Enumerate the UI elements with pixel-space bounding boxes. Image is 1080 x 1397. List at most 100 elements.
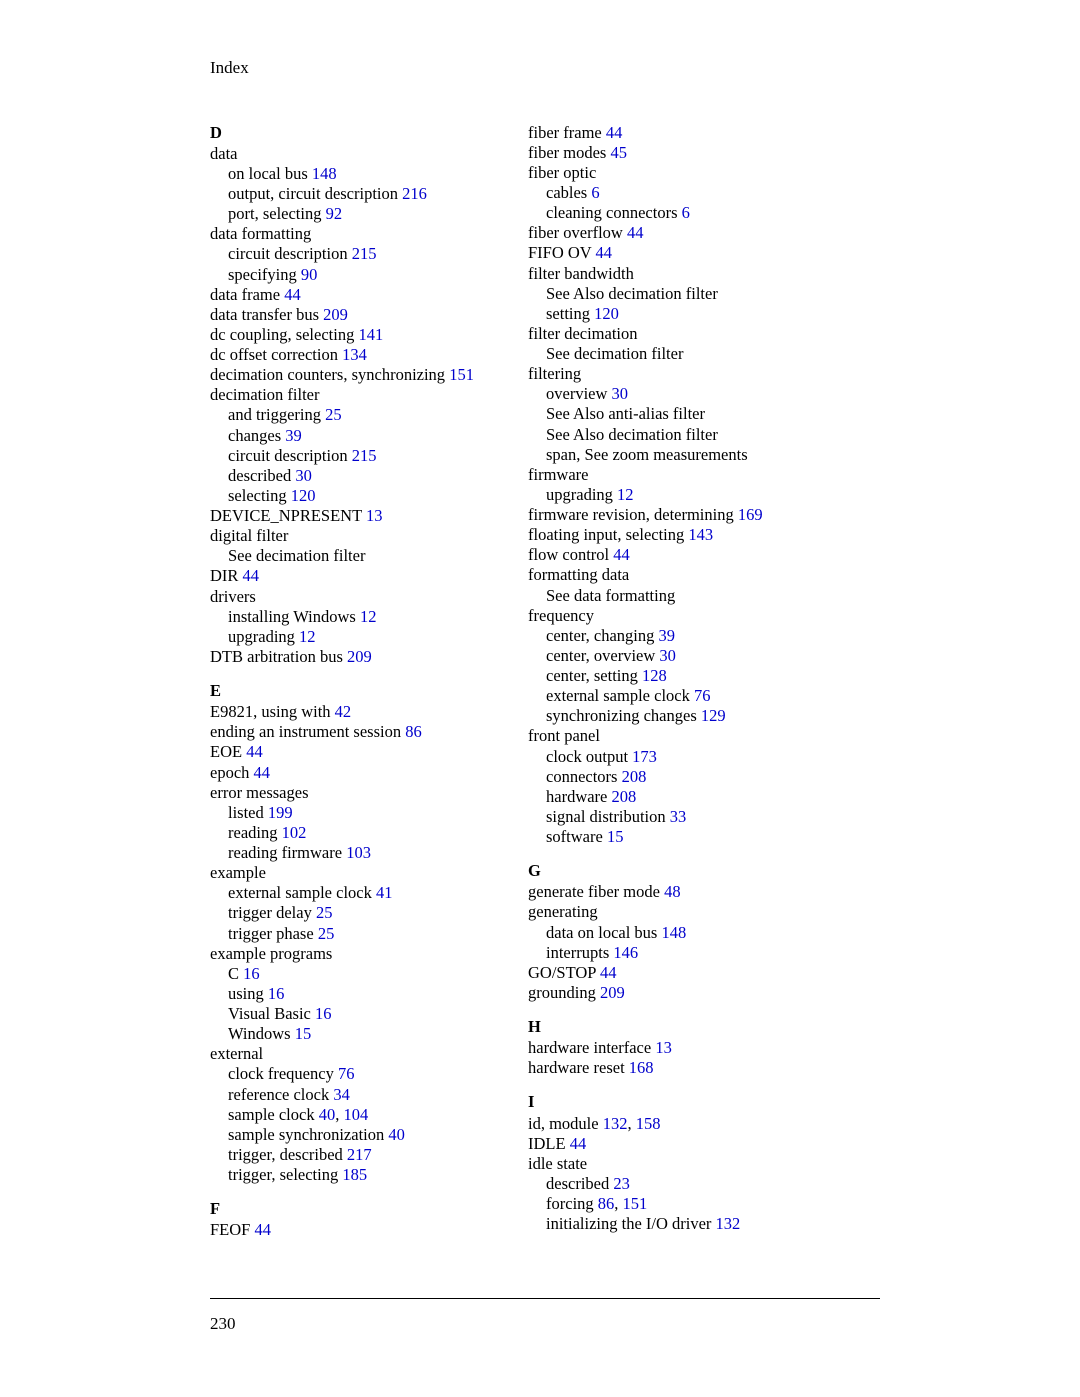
- page-ref[interactable]: 44: [254, 1220, 271, 1239]
- page-ref[interactable]: 168: [629, 1058, 654, 1077]
- page-ref[interactable]: 148: [661, 923, 686, 942]
- page-ref[interactable]: 42: [335, 702, 352, 721]
- index-entry: setting 120: [528, 304, 843, 324]
- page-ref[interactable]: 185: [342, 1165, 367, 1184]
- page-number: 230: [210, 1314, 236, 1335]
- page-ref[interactable]: 44: [570, 1134, 587, 1153]
- page-ref[interactable]: 102: [282, 823, 307, 842]
- page-ref[interactable]: 86: [405, 722, 422, 741]
- page-ref[interactable]: 12: [617, 485, 634, 504]
- index-entry: filter bandwidth: [528, 264, 843, 284]
- page-ref[interactable]: 129: [701, 706, 726, 725]
- page-ref[interactable]: 217: [347, 1145, 372, 1164]
- page-ref[interactable]: 15: [295, 1024, 312, 1043]
- page-ref[interactable]: 6: [591, 183, 599, 202]
- page-ref[interactable]: 40: [388, 1125, 405, 1144]
- page-ref[interactable]: 6: [682, 203, 690, 222]
- page-header: Index: [0, 58, 1080, 79]
- page-ref[interactable]: 146: [613, 943, 638, 962]
- index-entry: data frame 44: [210, 285, 525, 305]
- page-ref[interactable]: 134: [342, 345, 367, 364]
- page-ref[interactable]: 39: [659, 626, 676, 645]
- page-ref[interactable]: 169: [738, 505, 763, 524]
- page-ref[interactable]: 209: [600, 983, 625, 1002]
- index-entry: hardware 208: [528, 787, 843, 807]
- page-ref[interactable]: 44: [606, 123, 623, 142]
- page-ref[interactable]: 16: [243, 964, 260, 983]
- page-ref[interactable]: 209: [323, 305, 348, 324]
- index-entry: trigger, selecting 185: [210, 1165, 525, 1185]
- page-ref[interactable]: 25: [316, 903, 333, 922]
- page-ref[interactable]: 25: [318, 924, 335, 943]
- index-entry: floating input, selecting 143: [528, 525, 843, 545]
- page-ref[interactable]: 12: [360, 607, 377, 626]
- index-entry: FIFO OV 44: [528, 243, 843, 263]
- page-ref[interactable]: 120: [594, 304, 619, 323]
- page-ref[interactable]: 39: [285, 426, 302, 445]
- page-ref[interactable]: 158: [636, 1114, 661, 1133]
- index-entry: signal distribution 33: [528, 807, 843, 827]
- page-ref[interactable]: 215: [352, 244, 377, 263]
- page-ref[interactable]: 30: [659, 646, 676, 665]
- page-ref[interactable]: 13: [366, 506, 383, 525]
- page-ref[interactable]: 208: [612, 787, 637, 806]
- page-ref[interactable]: 15: [607, 827, 624, 846]
- page-ref[interactable]: 44: [627, 223, 644, 242]
- index-entry: filter decimation: [528, 324, 843, 344]
- page-ref[interactable]: 209: [347, 647, 372, 666]
- page-ref[interactable]: 25: [325, 405, 342, 424]
- page-ref[interactable]: 16: [268, 984, 285, 1003]
- page-ref[interactable]: 44: [246, 742, 263, 761]
- page-ref[interactable]: 141: [358, 325, 383, 344]
- page-ref[interactable]: 44: [284, 285, 301, 304]
- page-ref[interactable]: 48: [664, 882, 681, 901]
- page-ref[interactable]: 90: [301, 265, 318, 284]
- page-ref[interactable]: 44: [613, 545, 630, 564]
- page-ref[interactable]: 12: [299, 627, 316, 646]
- page-ref[interactable]: 45: [610, 143, 627, 162]
- page-ref[interactable]: 34: [333, 1085, 350, 1104]
- page-ref[interactable]: 76: [338, 1064, 355, 1083]
- page-ref[interactable]: 132: [603, 1114, 628, 1133]
- page-ref[interactable]: 33: [670, 807, 687, 826]
- index-entry: listed 199: [210, 803, 525, 823]
- page-ref[interactable]: 30: [295, 466, 312, 485]
- index-entry: example: [210, 863, 525, 883]
- page-ref[interactable]: 215: [352, 446, 377, 465]
- page-ref[interactable]: 120: [291, 486, 316, 505]
- page-ref[interactable]: 92: [326, 204, 343, 223]
- page-ref[interactable]: 208: [622, 767, 647, 786]
- page-ref[interactable]: 40: [319, 1105, 336, 1124]
- page-ref[interactable]: 199: [268, 803, 293, 822]
- page-ref[interactable]: 41: [376, 883, 393, 902]
- index-entry: circuit description 215: [210, 446, 525, 466]
- page-ref[interactable]: 103: [346, 843, 371, 862]
- index-entry: data formatting: [210, 224, 525, 244]
- page-ref[interactable]: 23: [613, 1174, 630, 1193]
- index-entry: EOE 44: [210, 742, 525, 762]
- page-ref[interactable]: 143: [688, 525, 713, 544]
- page-ref[interactable]: 128: [642, 666, 667, 685]
- page-ref[interactable]: 104: [343, 1105, 368, 1124]
- page-ref[interactable]: 132: [716, 1214, 741, 1233]
- page-ref[interactable]: 173: [632, 747, 657, 766]
- index-entry: Visual Basic 16: [210, 1004, 525, 1024]
- index-entry: connectors 208: [528, 767, 843, 787]
- page-ref[interactable]: 44: [254, 763, 271, 782]
- page-ref[interactable]: 216: [402, 184, 427, 203]
- page-ref[interactable]: 44: [600, 963, 617, 982]
- index-entry: synchronizing changes 129: [528, 706, 843, 726]
- page-ref[interactable]: 86: [598, 1194, 615, 1213]
- index-entry: grounding 209: [528, 983, 843, 1003]
- page-ref[interactable]: 44: [596, 243, 613, 262]
- page-ref[interactable]: 151: [449, 365, 474, 384]
- page-ref[interactable]: 13: [655, 1038, 672, 1057]
- page-ref[interactable]: 148: [312, 164, 337, 183]
- index-entry: E: [210, 681, 525, 701]
- page-ref[interactable]: 16: [315, 1004, 332, 1023]
- page-ref[interactable]: 76: [694, 686, 711, 705]
- page-ref[interactable]: 44: [243, 566, 260, 585]
- index-entry: fiber optic: [528, 163, 843, 183]
- page-ref[interactable]: 30: [612, 384, 629, 403]
- page-ref[interactable]: 151: [623, 1194, 648, 1213]
